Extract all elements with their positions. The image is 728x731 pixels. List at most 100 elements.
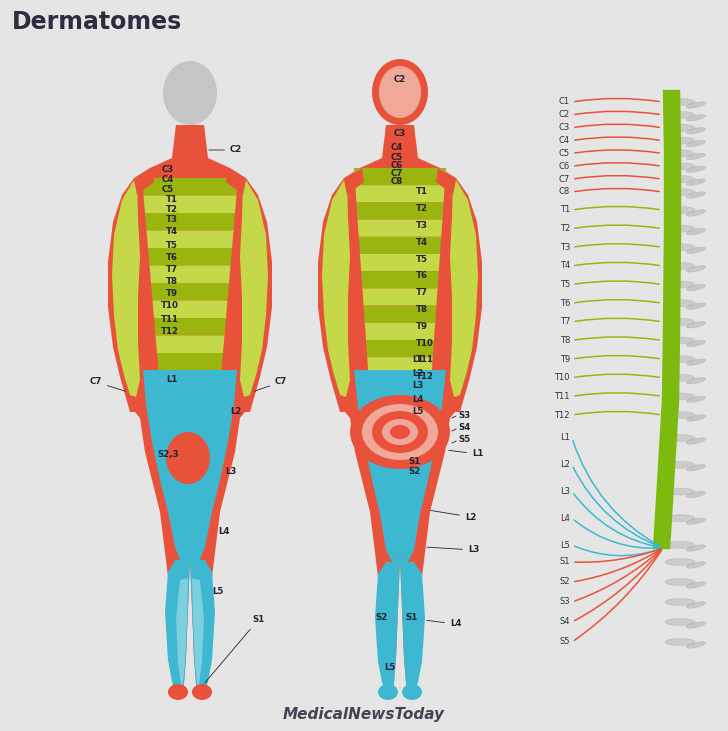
Text: L5: L5 (212, 588, 223, 596)
Ellipse shape (687, 284, 705, 291)
Text: T8: T8 (166, 276, 178, 286)
Polygon shape (363, 306, 436, 323)
Text: T1: T1 (166, 195, 178, 205)
Ellipse shape (665, 262, 695, 270)
Text: C8: C8 (559, 187, 570, 197)
Ellipse shape (163, 61, 217, 125)
Text: T9: T9 (416, 322, 428, 331)
Ellipse shape (687, 265, 705, 272)
Text: C4: C4 (162, 175, 174, 184)
Text: C2: C2 (209, 145, 242, 154)
Text: T10: T10 (416, 338, 434, 348)
Ellipse shape (687, 192, 705, 198)
Polygon shape (154, 318, 226, 336)
Text: T7: T7 (416, 288, 428, 298)
Text: T10: T10 (161, 301, 179, 311)
Ellipse shape (687, 622, 705, 628)
Ellipse shape (665, 515, 695, 522)
Polygon shape (149, 265, 231, 283)
Polygon shape (152, 300, 227, 318)
Polygon shape (366, 340, 434, 357)
Text: T7: T7 (166, 265, 178, 273)
Polygon shape (176, 578, 188, 692)
Text: L2: L2 (412, 368, 424, 377)
Text: C1: C1 (559, 97, 570, 107)
Polygon shape (450, 180, 478, 397)
Text: T1: T1 (560, 205, 570, 214)
Text: T8: T8 (416, 305, 428, 314)
Polygon shape (355, 185, 445, 202)
Ellipse shape (665, 163, 695, 170)
Ellipse shape (687, 247, 705, 254)
Text: C7: C7 (391, 170, 403, 178)
Text: S1: S1 (406, 613, 418, 621)
Text: T2: T2 (560, 224, 570, 233)
Text: C6: C6 (391, 162, 403, 170)
Text: S5: S5 (458, 436, 470, 444)
Ellipse shape (687, 518, 705, 524)
Ellipse shape (687, 210, 705, 216)
Ellipse shape (192, 684, 212, 700)
Text: Dermatomes: Dermatomes (12, 10, 182, 34)
Text: C4: C4 (391, 143, 403, 153)
Ellipse shape (687, 127, 705, 134)
Text: S3: S3 (559, 597, 570, 607)
Ellipse shape (362, 404, 438, 460)
Text: L4: L4 (218, 528, 229, 537)
Ellipse shape (402, 684, 422, 700)
Text: C6: C6 (559, 162, 570, 171)
Text: T12: T12 (416, 372, 434, 382)
Text: S1: S1 (408, 458, 420, 466)
Ellipse shape (665, 225, 695, 232)
Text: L2: L2 (560, 461, 570, 469)
Text: C5: C5 (162, 186, 174, 194)
Text: L1: L1 (560, 433, 570, 442)
Ellipse shape (665, 599, 695, 605)
Ellipse shape (168, 684, 188, 700)
Polygon shape (192, 578, 204, 692)
Polygon shape (145, 213, 235, 230)
Text: S1: S1 (560, 558, 570, 567)
Ellipse shape (687, 140, 705, 147)
Ellipse shape (665, 355, 695, 363)
Ellipse shape (665, 638, 695, 645)
Ellipse shape (166, 432, 210, 484)
Text: T10: T10 (555, 374, 570, 382)
Polygon shape (226, 168, 246, 195)
Ellipse shape (390, 425, 410, 439)
Ellipse shape (687, 396, 705, 403)
Text: C7: C7 (559, 175, 570, 183)
Polygon shape (363, 289, 438, 306)
Text: S2,3: S2,3 (157, 450, 179, 460)
Ellipse shape (665, 243, 695, 251)
Polygon shape (175, 125, 205, 157)
Ellipse shape (687, 545, 705, 551)
Ellipse shape (687, 322, 705, 328)
Polygon shape (436, 168, 456, 195)
Text: S2: S2 (376, 613, 388, 621)
Ellipse shape (665, 300, 695, 307)
Polygon shape (357, 219, 443, 237)
Ellipse shape (372, 59, 428, 125)
Polygon shape (148, 248, 232, 265)
Polygon shape (344, 168, 364, 195)
Text: T3: T3 (416, 221, 428, 230)
Text: L4: L4 (412, 395, 424, 404)
Text: L3: L3 (412, 382, 424, 390)
Text: T11: T11 (161, 314, 179, 324)
Polygon shape (385, 125, 415, 157)
Text: T4: T4 (560, 262, 570, 270)
Text: L3: L3 (225, 468, 237, 477)
Ellipse shape (687, 166, 705, 173)
Polygon shape (354, 168, 446, 185)
Text: L4: L4 (560, 514, 570, 523)
Text: C2: C2 (394, 75, 406, 85)
Text: T5: T5 (416, 254, 428, 264)
Ellipse shape (378, 684, 398, 700)
Ellipse shape (665, 434, 695, 442)
Text: C5: C5 (559, 149, 570, 158)
Ellipse shape (665, 337, 695, 344)
Ellipse shape (665, 461, 695, 469)
Polygon shape (165, 542, 190, 695)
Ellipse shape (350, 395, 450, 469)
